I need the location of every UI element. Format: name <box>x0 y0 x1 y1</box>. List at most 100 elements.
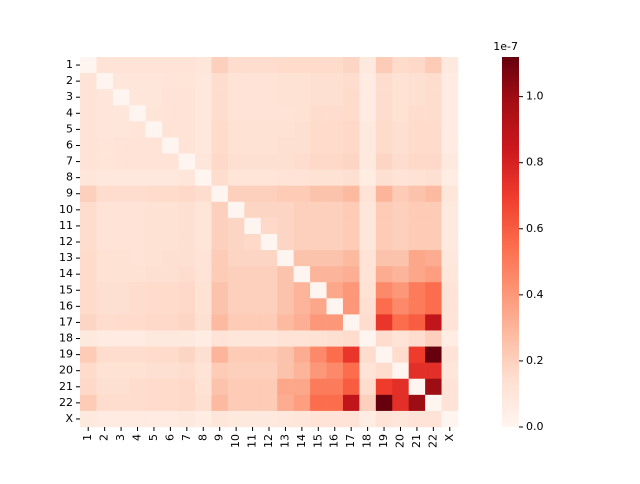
heatmap-cell <box>80 105 97 122</box>
heatmap-cell <box>96 266 114 283</box>
heatmap-cell <box>112 330 130 347</box>
heatmap-cell <box>408 201 426 219</box>
heatmap-cell <box>359 298 377 315</box>
heatmap-cell <box>408 410 426 428</box>
heatmap-cell <box>359 250 377 267</box>
heatmap-cell <box>129 410 147 428</box>
heatmap-cell <box>162 362 179 380</box>
heatmap-cell <box>359 378 377 396</box>
heatmap-cell <box>293 233 311 251</box>
heatmap-cell <box>195 217 212 235</box>
heatmap-cell <box>178 362 196 380</box>
heatmap-cell <box>293 73 311 90</box>
heatmap-cell <box>260 314 278 331</box>
heatmap-cell <box>244 298 262 315</box>
heatmap-cell <box>392 330 409 347</box>
heatmap-cell <box>195 362 212 380</box>
heatmap-cell <box>326 282 344 299</box>
heatmap-cell <box>392 250 409 267</box>
heatmap-cell <box>227 330 245 347</box>
heatmap-cell <box>80 137 97 154</box>
heatmap-cell <box>359 233 377 251</box>
heatmap-cell <box>342 121 360 138</box>
heatmap-cell <box>392 266 409 283</box>
x-tick-label: 10 <box>229 434 242 448</box>
heatmap-cell <box>342 137 360 154</box>
heatmap-cell <box>145 169 163 186</box>
heatmap-cell <box>145 153 163 170</box>
heatmap-cell <box>227 217 245 235</box>
colorbar-tick-label: 0.2 <box>526 354 544 367</box>
heatmap-cell <box>326 105 344 122</box>
y-tick-label: 11 <box>59 219 73 232</box>
heatmap-cell <box>392 153 409 170</box>
heatmap-cell <box>162 217 179 235</box>
heatmap-cell <box>441 298 459 315</box>
heatmap-cell <box>244 394 262 412</box>
heatmap-cell <box>375 250 393 267</box>
heatmap-cell <box>260 217 278 235</box>
heatmap-cell <box>342 57 360 74</box>
heatmap-cell <box>375 169 393 186</box>
heatmap-cell <box>326 169 344 186</box>
heatmap-cell <box>408 217 426 235</box>
heatmap-cell <box>178 169 196 186</box>
heatmap-cell <box>162 266 179 283</box>
heatmap-cell <box>293 250 311 267</box>
y-tick-label: 6 <box>66 138 73 151</box>
x-tick-label: 7 <box>180 434 193 441</box>
heatmap-cell <box>326 73 344 90</box>
heatmap-cell <box>425 169 442 186</box>
y-tick-label: 9 <box>66 187 73 200</box>
heatmap-cell <box>293 89 311 106</box>
heatmap-cell <box>326 250 344 267</box>
heatmap-cell <box>392 169 409 186</box>
heatmap-cell <box>359 73 377 90</box>
heatmap-cell <box>441 57 459 74</box>
heatmap-cell <box>310 346 327 363</box>
heatmap-cell <box>112 282 130 299</box>
heatmap-cell <box>112 73 130 90</box>
heatmap-cell <box>145 346 163 363</box>
heatmap-cell <box>80 57 97 74</box>
heatmap-cell <box>293 346 311 363</box>
heatmap-cell <box>162 121 179 138</box>
heatmap-cell <box>96 410 114 428</box>
heatmap-cell <box>211 346 229 363</box>
heatmap-cell <box>293 169 311 186</box>
heatmap-cell <box>145 266 163 283</box>
heatmap-cell <box>129 250 147 267</box>
x-tick-label: 3 <box>114 434 127 441</box>
heatmap-cell <box>145 250 163 267</box>
heatmap-cell <box>211 169 229 186</box>
heatmap-cell <box>375 57 393 74</box>
heatmap-cell <box>342 185 360 203</box>
heatmap-cell <box>112 394 130 412</box>
heatmap-cell <box>277 410 294 428</box>
heatmap-cell <box>375 217 393 235</box>
heatmap-cell <box>195 105 212 122</box>
heatmap-cell <box>375 266 393 283</box>
heatmap-cell <box>293 282 311 299</box>
heatmap-cell <box>277 217 294 235</box>
heatmap-cell <box>96 105 114 122</box>
heatmap-cell <box>227 250 245 267</box>
y-tick-label: 10 <box>59 203 73 216</box>
heatmap-cell <box>326 201 344 219</box>
heatmap-cell <box>244 282 262 299</box>
heatmap-cell <box>375 362 393 380</box>
heatmap-cell <box>195 153 212 170</box>
heatmap-cell <box>310 282 327 299</box>
heatmap-cell <box>162 250 179 267</box>
heatmap-cell <box>162 330 179 347</box>
heatmap-cell <box>425 266 442 283</box>
heatmap-cell <box>227 153 245 170</box>
heatmap-cell <box>129 233 147 251</box>
heatmap-cell <box>145 217 163 235</box>
heatmap-cell <box>326 217 344 235</box>
heatmap-cell <box>277 57 294 74</box>
heatmap-cell <box>392 57 409 74</box>
heatmap-cell <box>195 378 212 396</box>
heatmap-cell <box>244 153 262 170</box>
heatmap-cell <box>112 233 130 251</box>
